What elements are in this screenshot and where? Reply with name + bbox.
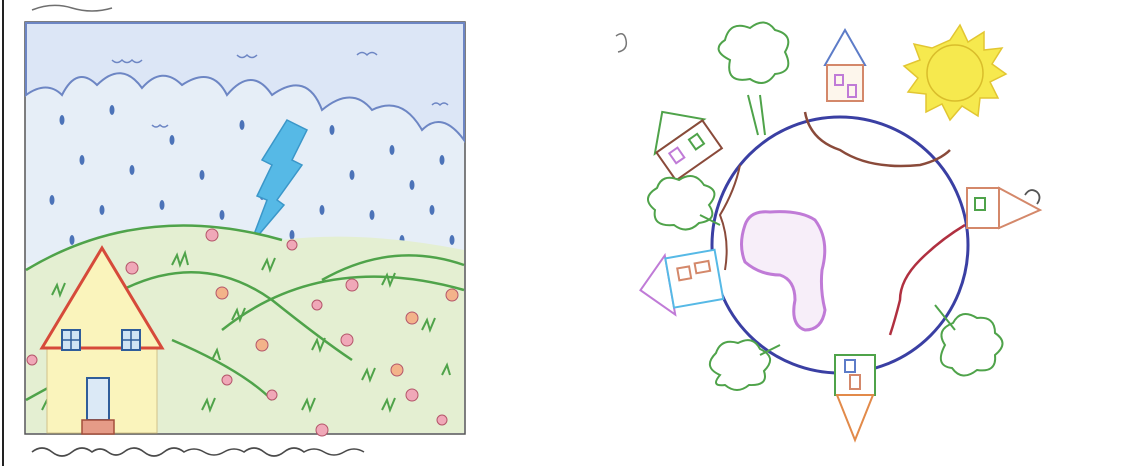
flowers — [26, 228, 459, 437]
handwritten-caption — [31, 447, 365, 457]
house-lower-left — [639, 248, 725, 317]
continent-top — [803, 111, 951, 168]
continent-right-edge — [888, 223, 966, 336]
cloud — [25, 22, 465, 144]
sun-icon — [902, 23, 1008, 122]
house-right — [966, 186, 1043, 230]
continent-left-edge — [718, 164, 741, 271]
hill-outline — [25, 224, 283, 272]
page-number-scribble — [615, 33, 628, 53]
house-bottom — [834, 354, 876, 443]
house-top — [823, 27, 867, 102]
house-steps — [81, 419, 115, 435]
house-door — [86, 377, 110, 421]
tree-top-left — [717, 21, 790, 136]
top-scribble — [31, 4, 113, 12]
grass-tufts — [41, 249, 451, 413]
bird-doodle — [431, 102, 449, 107]
house — [39, 245, 165, 435]
rainy-landscape-drawing — [22, 0, 472, 466]
lightning-bolt-icon — [249, 119, 309, 246]
tree-left — [647, 175, 721, 231]
hill-outline — [221, 275, 465, 331]
earth-globe-svg — [600, 0, 1060, 466]
bird-doodle — [236, 53, 258, 59]
bird-doodle — [111, 58, 143, 64]
house-roof — [39, 245, 165, 350]
tree-lower-left — [709, 339, 781, 391]
bird-doodle — [356, 51, 378, 57]
hill-outline — [171, 338, 273, 401]
frame-border — [2, 0, 4, 466]
tree-lower-right — [934, 304, 1004, 377]
earth-globe-drawing — [600, 0, 1060, 466]
hill-outline — [321, 254, 465, 282]
rainy-landscape-svg — [22, 0, 472, 466]
continent-purple — [740, 210, 827, 332]
bird-doodle — [151, 123, 169, 128]
house-upper-left — [653, 110, 724, 182]
